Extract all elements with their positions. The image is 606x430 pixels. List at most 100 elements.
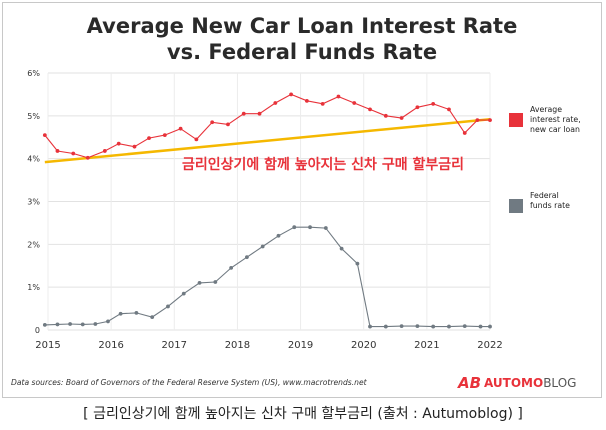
data-point-0 [102, 149, 107, 153]
data-point-0 [488, 118, 492, 123]
x-tick-label: 2019 [288, 340, 313, 351]
data-point-0 [226, 122, 230, 127]
legend-swatch-1 [509, 199, 523, 213]
data-point-1 [197, 280, 202, 285]
data-point-1 [106, 319, 110, 324]
data-point-0 [116, 141, 121, 146]
legend-label-1: Federal [530, 191, 559, 200]
chart-title-line2: vs. Federal Funds Rate [167, 40, 437, 64]
data-point-0 [431, 101, 436, 106]
logo-mark-bg [458, 374, 476, 388]
data-point-0 [462, 131, 467, 135]
data-point-1 [260, 244, 265, 249]
y-tick-label: 5% [27, 112, 40, 121]
data-point-0 [336, 94, 341, 99]
data-point-1 [462, 324, 467, 329]
data-point-0 [162, 133, 167, 138]
source-note: Data sources: Board of Governors of the … [11, 378, 368, 387]
x-tick-label: 2021 [414, 340, 439, 351]
data-point-0 [383, 113, 388, 118]
y-tick-label: 2% [27, 240, 40, 249]
data-point-1 [383, 324, 388, 329]
data-point-1 [55, 322, 60, 327]
data-point-0 [304, 98, 309, 103]
x-tick-label: 2015 [35, 340, 60, 351]
data-point-1 [368, 324, 372, 329]
data-point-1 [339, 246, 344, 251]
data-point-1 [323, 226, 328, 230]
data-point-1 [181, 291, 186, 296]
y-tick-label: 3% [27, 198, 40, 207]
data-point-0 [447, 107, 451, 112]
data-point-1 [276, 233, 281, 238]
logo-text-bold-span: AUTOMO [484, 376, 543, 390]
data-point-0 [241, 111, 246, 116]
data-point-0 [147, 136, 151, 141]
data-point-1 [68, 322, 72, 326]
data-point-0 [399, 116, 404, 120]
legend-label-0: Average [530, 105, 562, 114]
data-point-1 [415, 324, 420, 329]
data-point-1 [245, 255, 249, 260]
data-point-1 [93, 322, 98, 326]
legend-label-0: interest rate, [530, 115, 581, 124]
x-tick-label: 2016 [98, 340, 123, 351]
data-point-1 [292, 225, 297, 230]
data-point-0 [415, 105, 420, 110]
data-point-1 [150, 315, 155, 320]
data-point-0 [71, 151, 76, 156]
chart-frame: 0 1% 2% 3% 4% 5% 6% 2015 2016 2017 2018 2019 2020 202… [2, 2, 602, 398]
series [42, 92, 492, 329]
data-point-0 [178, 126, 183, 131]
grid [47, 72, 491, 331]
data-point-1 [488, 324, 492, 329]
data-point-1 [478, 324, 483, 329]
data-point-0 [320, 101, 325, 106]
data-point-1 [42, 322, 47, 327]
legend-label-1: funds rate [530, 201, 570, 210]
data-point-0 [210, 120, 215, 125]
data-point-0 [132, 144, 137, 149]
trend-line [44, 118, 491, 164]
data-point-0 [352, 101, 357, 105]
data-point-1 [355, 261, 360, 266]
annotation-text: 금리인상기에 함께 높아지는 신차 구매 할부금리 [182, 156, 464, 173]
data-point-0 [42, 133, 47, 138]
chart: 0 1% 2% 3% 4% 5% 6% 2015 2016 2017 2018 2019 2020 202… [11, 14, 581, 392]
data-point-0 [55, 149, 60, 153]
data-point-0 [368, 107, 372, 112]
logo-mark: AB [457, 374, 481, 392]
image-caption: [ 금리인상기에 함께 높아지는 신차 구매 할부금리 (출처 : Autumo… [83, 406, 523, 422]
x-tick-label: 2020 [351, 340, 376, 351]
logo-text-bold: AUTOMOBLOG [484, 376, 576, 390]
data-point-1 [213, 280, 218, 284]
data-point-1 [118, 311, 123, 316]
y-tick-label: 6% [27, 69, 40, 78]
data-point-0 [85, 155, 90, 160]
data-point-1 [229, 265, 234, 270]
data-point-0 [257, 111, 262, 116]
y-tick-label: 0 [35, 326, 40, 335]
data-point-0 [273, 101, 278, 105]
x-tick-label: 2018 [225, 340, 250, 351]
data-point-0 [194, 137, 199, 142]
data-point-1 [166, 304, 170, 309]
series-line-0 [44, 93, 490, 159]
data-point-0 [475, 118, 480, 123]
data-point-1 [308, 225, 312, 230]
x-tick-label: 2017 [162, 340, 187, 351]
x-tick-label: 2022 [477, 340, 502, 351]
legend-label-0: new car loan [530, 125, 580, 134]
data-point-0 [289, 92, 293, 97]
automoblog-logo: AB AUTOMOBLOG [457, 374, 576, 392]
chart-title-line1: Average New Car Loan Interest Rate [87, 14, 518, 38]
y-tick-label: 4% [27, 155, 40, 164]
data-point-1 [431, 324, 436, 329]
legend-swatch-0 [509, 113, 523, 127]
data-point-1 [399, 324, 404, 329]
logo-text-light-span: BLOG [543, 376, 576, 390]
data-point-1 [134, 310, 139, 315]
data-point-1 [80, 322, 85, 327]
axis-ticks: 0 1% 2% 3% 4% 5% 6% 2015 2016 2017 2018 2019 2020 202… [27, 69, 502, 351]
